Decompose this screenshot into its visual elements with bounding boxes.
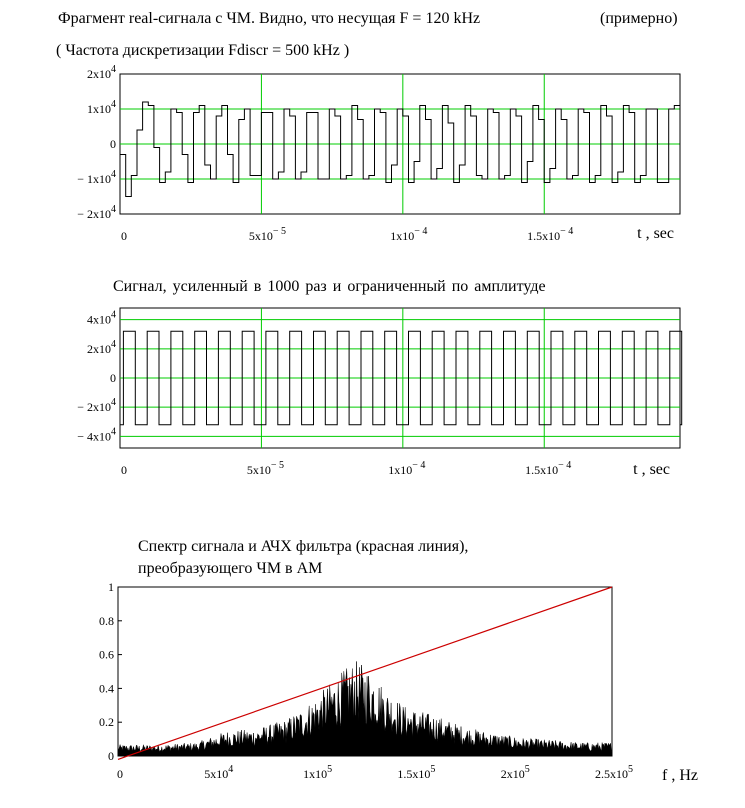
y-tick-label: 1 — [108, 580, 114, 594]
x-tick-label: 1.5x10− 4 — [527, 226, 573, 243]
x-tick-label: 5x10− 5 — [249, 226, 286, 243]
x-tick-label: 0 — [117, 767, 123, 781]
y-tick-label: 0.2 — [99, 715, 114, 729]
chart3-title: Спектр сигнала и АЧХ фильтра (красная ли… — [138, 538, 469, 555]
header-line2: ( Частота дискретизации Fdiscr = 500 kHz… — [56, 42, 350, 59]
x-tick-label: 0 — [121, 229, 127, 243]
y-tick-label: 4x104 — [87, 310, 116, 327]
y-tick-label: 0 — [110, 371, 116, 385]
y-tick-label: 0.4 — [99, 681, 114, 695]
x-tick-label: 5x10− 5 — [247, 460, 284, 477]
x-tick-label: 2x105 — [501, 764, 530, 781]
chart-fm-signal: 2x104 1x104 0 − 1x104 − 2x104 0 5x10− 5 1x10− 4… — [77, 64, 681, 243]
spectrum-area — [117, 661, 613, 757]
header-line1: Фрагмент real-сигнала с ЧМ. Видно, что н… — [58, 10, 481, 27]
chart2-title: Сигнал, усиленный в 1000 раз и ограничен… — [113, 278, 546, 295]
x-axis-label: t , sec — [637, 225, 674, 242]
y-tick-label: 1x104 — [87, 99, 116, 116]
y-tick-label: 0 — [108, 749, 114, 763]
x-tick-label: 1x105 — [303, 764, 332, 781]
y-tick-label: 0 — [110, 137, 116, 151]
y-tick-label: − 1x104 — [77, 169, 116, 186]
signal-trace — [120, 101, 681, 197]
chart3-subtitle: преобразующего ЧМ в АМ — [138, 560, 323, 577]
chart-spectrum: 1 0.8 0.6 0.4 0.2 00 5x104 1x105 1.5x105 2x105 2.5… — [99, 580, 698, 784]
x-tick-label: 1.5x10− 4 — [525, 460, 571, 477]
header-line1-note: (примерно) — [600, 10, 678, 27]
filter-response-line — [117, 586, 613, 760]
x-tick-label: 0 — [121, 463, 127, 477]
x-tick-label: 2.5x105 — [595, 764, 633, 781]
y-tick-label: 2x104 — [87, 339, 116, 356]
y-tick-label: − 2x104 — [77, 397, 116, 414]
y-tick-label: 0.6 — [99, 648, 114, 662]
x-tick-label: 1.5x105 — [397, 764, 435, 781]
y-tick-label: 0.8 — [99, 614, 114, 628]
x-axis-label: t , sec — [633, 461, 670, 478]
chart-limited-signal: 4x104 2x104 0 − 2x104 − 4x104 0 5x10− 5 1x10− 4… — [77, 307, 683, 478]
y-tick-label: 2x104 — [87, 64, 116, 81]
x-tick-label: 5x104 — [204, 764, 233, 781]
x-axis-label: f , Hz — [662, 767, 698, 784]
x-tick-label: 1x10− 4 — [390, 226, 427, 243]
y-tick-label: − 4x104 — [77, 426, 116, 443]
limited-signal-trace — [120, 330, 683, 426]
y-tick-label: − 2x104 — [77, 204, 116, 221]
x-tick-label: 1x10− 4 — [388, 460, 425, 477]
